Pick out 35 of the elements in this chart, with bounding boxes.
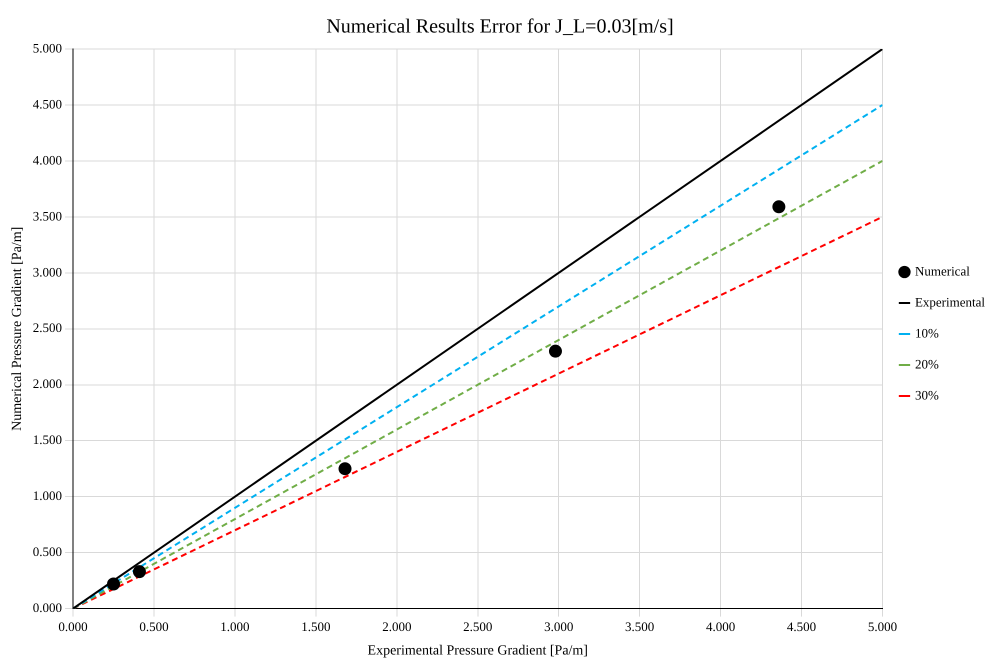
y-tick-label: 3.500 xyxy=(32,208,62,224)
chart-title: Numerical Results Error for J_L=0.03[m/s] xyxy=(326,15,674,38)
y-tick-label: 3.000 xyxy=(32,264,62,280)
legend-label: 20% xyxy=(914,356,939,372)
x-tick-label: 5.000 xyxy=(868,618,898,634)
y-tick-label: 1.500 xyxy=(32,432,62,448)
x-tick-label: 1.000 xyxy=(220,618,250,634)
legend-label: Experimental xyxy=(914,294,986,310)
point xyxy=(772,200,786,214)
y-tick-label: 4.000 xyxy=(32,152,62,168)
x-tick-label: 4.500 xyxy=(786,618,816,634)
x-tick-label: 0.500 xyxy=(139,618,169,634)
point xyxy=(548,344,562,358)
x-tick-label: 3.500 xyxy=(625,618,654,634)
y-tick-label: 1.000 xyxy=(32,488,62,504)
x-tick-label: 4.000 xyxy=(706,618,736,634)
point xyxy=(107,577,120,590)
point xyxy=(132,565,146,578)
legend-label: Numerical xyxy=(914,263,970,278)
x-tick-label: 2.500 xyxy=(463,618,492,634)
y-tick-label: 5.000 xyxy=(32,40,62,56)
y-tick-label: 2.500 xyxy=(32,320,62,336)
y-tick-label: 2.000 xyxy=(32,376,62,392)
legend-label: 30% xyxy=(914,387,939,402)
point xyxy=(338,462,352,476)
y-axis-title: Numerical Pressure Gradient [Pa/m] xyxy=(10,226,26,431)
x-axis-title: Experimental Pressure Gradient [Pa/m] xyxy=(368,643,588,658)
legend-label: 10% xyxy=(914,325,939,340)
y-tick-label: 4.500 xyxy=(32,96,62,112)
x-tick-label: 0.000 xyxy=(58,618,88,634)
y-tick-label: 0.500 xyxy=(32,544,62,560)
y-tick-label: 0.000 xyxy=(32,600,62,616)
x-tick-label: 1.500 xyxy=(301,618,330,634)
x-tick-label: 2.000 xyxy=(382,618,412,634)
x-tick-label: 3.000 xyxy=(544,618,574,634)
